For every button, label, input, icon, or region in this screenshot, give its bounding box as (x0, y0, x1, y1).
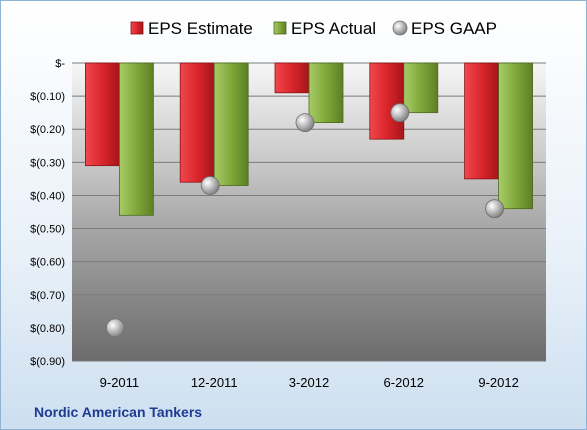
legend-gaap-marker (392, 20, 408, 36)
x-category-label: 3-2012 (289, 375, 329, 390)
company-label: Nordic American Tankers (34, 404, 203, 420)
eps-gaap-point (485, 199, 505, 219)
y-tick-label: $(0.50) (30, 224, 65, 236)
x-category-label: 9-2011 (100, 375, 140, 390)
bars (85, 62, 534, 216)
y-tick-label: $(0.90) (30, 356, 65, 368)
legend-label: EPS GAAP (411, 19, 497, 38)
legend-actual-swatch (273, 21, 287, 35)
eps-gaap-point (295, 113, 315, 132)
y-tick-label: $(0.60) (30, 257, 65, 269)
legend-label: EPS Actual (291, 19, 376, 38)
x-category-label: 9-2012 (478, 375, 518, 390)
y-tick-label: $(0.70) (30, 290, 65, 302)
legend-estimate-swatch (130, 21, 144, 35)
legend: EPS Estimate EPS Actual EPS GAAP (130, 19, 497, 38)
x-category-label: 12-2011 (191, 375, 238, 390)
y-tick-label: $(0.40) (30, 190, 65, 202)
y-tick-label: $(0.80) (30, 323, 65, 335)
y-axis-ticks: $- $(0.10) $(0.20) $(0.30) $(0.40) $(0.50) $(0… (30, 58, 65, 368)
eps-actual-bar (403, 62, 439, 114)
eps-actual-bar (119, 62, 154, 216)
eps-actual-bar (308, 62, 344, 123)
x-axis-categories: 9-2011 12-2011 3-2012 6-2012 9-2012 (100, 375, 519, 390)
eps-estimate-bar (464, 62, 500, 180)
y-tick-label: $(0.20) (30, 124, 65, 136)
gaap-points (106, 103, 505, 338)
y-tick-label: $(0.10) (30, 91, 65, 103)
y-tick-label: $(0.30) (30, 157, 65, 169)
y-tick-label: $- (55, 58, 65, 70)
eps-estimate-bar (85, 62, 120, 167)
eps-estimate-bar (274, 62, 310, 94)
eps-gaap-point (106, 318, 125, 338)
eps-estimate-bar (369, 62, 405, 140)
eps-gaap-point (390, 103, 410, 123)
eps-actual-bar (498, 62, 534, 210)
eps-estimate-bar (179, 62, 215, 183)
eps-gaap-point (200, 176, 220, 195)
x-category-label: 6-2012 (384, 375, 424, 390)
legend-label: EPS Estimate (148, 19, 253, 38)
eps-actual-bar (213, 62, 249, 186)
